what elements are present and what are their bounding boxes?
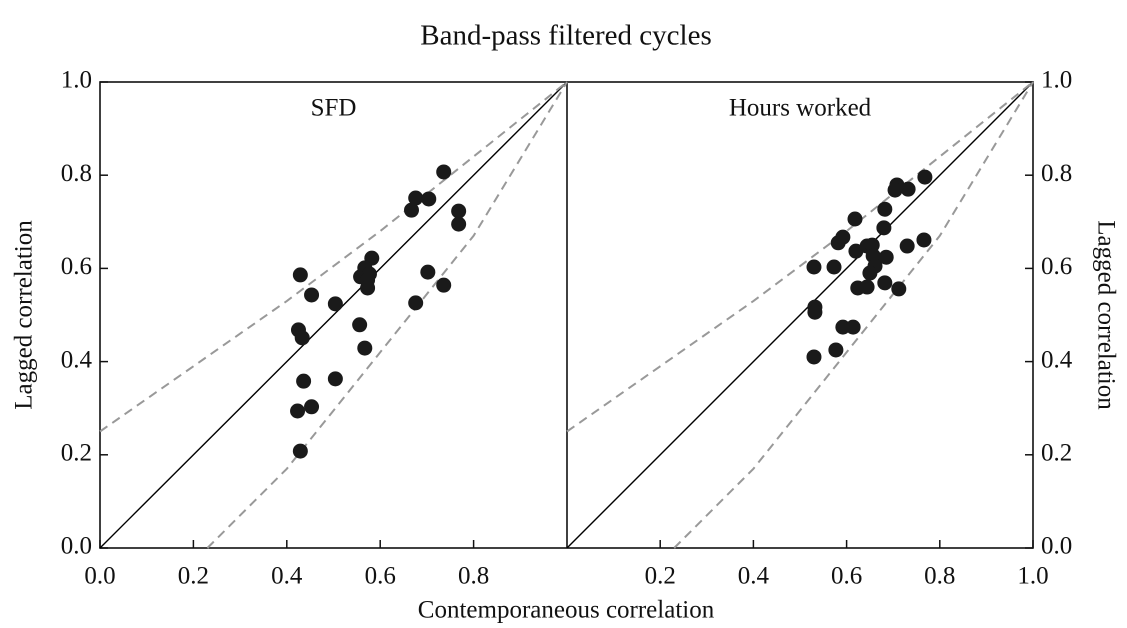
point bbox=[899, 238, 915, 254]
point bbox=[357, 340, 373, 356]
point bbox=[826, 259, 842, 275]
chart-title: Band-pass filtered cycles bbox=[420, 20, 712, 52]
panel-title: SFD bbox=[311, 95, 357, 122]
confidence-band bbox=[99, 81, 568, 433]
diagonal-line bbox=[566, 81, 1034, 549]
y-tick-label: 0.6 bbox=[61, 253, 92, 280]
point bbox=[859, 279, 875, 295]
point bbox=[877, 201, 893, 217]
point bbox=[807, 304, 823, 320]
y-tick-label: 1.0 bbox=[61, 67, 92, 94]
y-tick-label: 0.6 bbox=[1041, 253, 1072, 280]
point bbox=[835, 319, 851, 335]
y-tick-label: 0.8 bbox=[1041, 160, 1072, 187]
y-tick-label: 0.4 bbox=[1041, 346, 1073, 373]
point bbox=[828, 342, 844, 358]
point bbox=[806, 259, 822, 275]
y-tick-label: 1.0 bbox=[1041, 67, 1072, 94]
confidence-band bbox=[206, 81, 568, 549]
point bbox=[862, 265, 878, 281]
y-tick-label: 0.8 bbox=[61, 160, 92, 187]
point bbox=[878, 249, 894, 265]
point bbox=[877, 275, 893, 291]
x-axis-label: Contemporaneous correlation bbox=[418, 597, 715, 624]
x-tick-label: 0.2 bbox=[178, 563, 209, 590]
point bbox=[420, 264, 436, 280]
x-tick-label: 0.8 bbox=[924, 563, 955, 590]
point bbox=[304, 399, 320, 415]
point bbox=[294, 330, 310, 346]
point bbox=[290, 403, 306, 419]
y-tick-label: 0.0 bbox=[61, 533, 92, 560]
y2-axis-label: Lagged correlation bbox=[1092, 220, 1119, 410]
x-tick-label: 0.4 bbox=[738, 563, 770, 590]
point bbox=[887, 182, 903, 198]
confidence-band bbox=[566, 81, 1034, 433]
point bbox=[360, 280, 376, 296]
y-axis-label: Lagged correlation bbox=[11, 220, 38, 410]
point bbox=[421, 191, 437, 207]
point bbox=[292, 443, 308, 459]
point bbox=[876, 220, 892, 236]
x-tick-label: 0.2 bbox=[645, 563, 676, 590]
point bbox=[864, 237, 880, 253]
point bbox=[451, 216, 467, 232]
point bbox=[436, 164, 452, 180]
x-tick-label: 0.6 bbox=[831, 563, 862, 590]
point bbox=[917, 169, 933, 185]
panel-title: Hours worked bbox=[729, 95, 872, 122]
point bbox=[327, 371, 343, 387]
y-tick-label: 0.4 bbox=[61, 346, 93, 373]
point bbox=[436, 277, 452, 293]
point bbox=[835, 229, 851, 245]
point bbox=[327, 296, 343, 312]
x-tick-label: 1.0 bbox=[1017, 563, 1048, 590]
point bbox=[916, 232, 932, 248]
point bbox=[292, 267, 308, 283]
point bbox=[304, 287, 320, 303]
y-tick-label: 0.2 bbox=[61, 440, 92, 467]
point bbox=[806, 349, 822, 365]
x-tick-label: 0.4 bbox=[271, 563, 303, 590]
y-tick-label: 0.0 bbox=[1041, 533, 1072, 560]
point bbox=[403, 202, 419, 218]
y-tick-label: 0.2 bbox=[1041, 440, 1072, 467]
point bbox=[296, 373, 312, 389]
point bbox=[408, 190, 424, 206]
point bbox=[408, 295, 424, 311]
point bbox=[848, 243, 864, 259]
point bbox=[891, 281, 907, 297]
x-tick-label: 0.6 bbox=[365, 563, 396, 590]
point bbox=[845, 319, 861, 335]
x-tick-label: 0.0 bbox=[84, 563, 115, 590]
point bbox=[451, 203, 467, 219]
point bbox=[847, 211, 863, 227]
confidence-band bbox=[673, 81, 1034, 549]
point bbox=[352, 317, 368, 333]
diagonal-line bbox=[99, 81, 568, 549]
x-tick-label: 0.8 bbox=[458, 563, 489, 590]
